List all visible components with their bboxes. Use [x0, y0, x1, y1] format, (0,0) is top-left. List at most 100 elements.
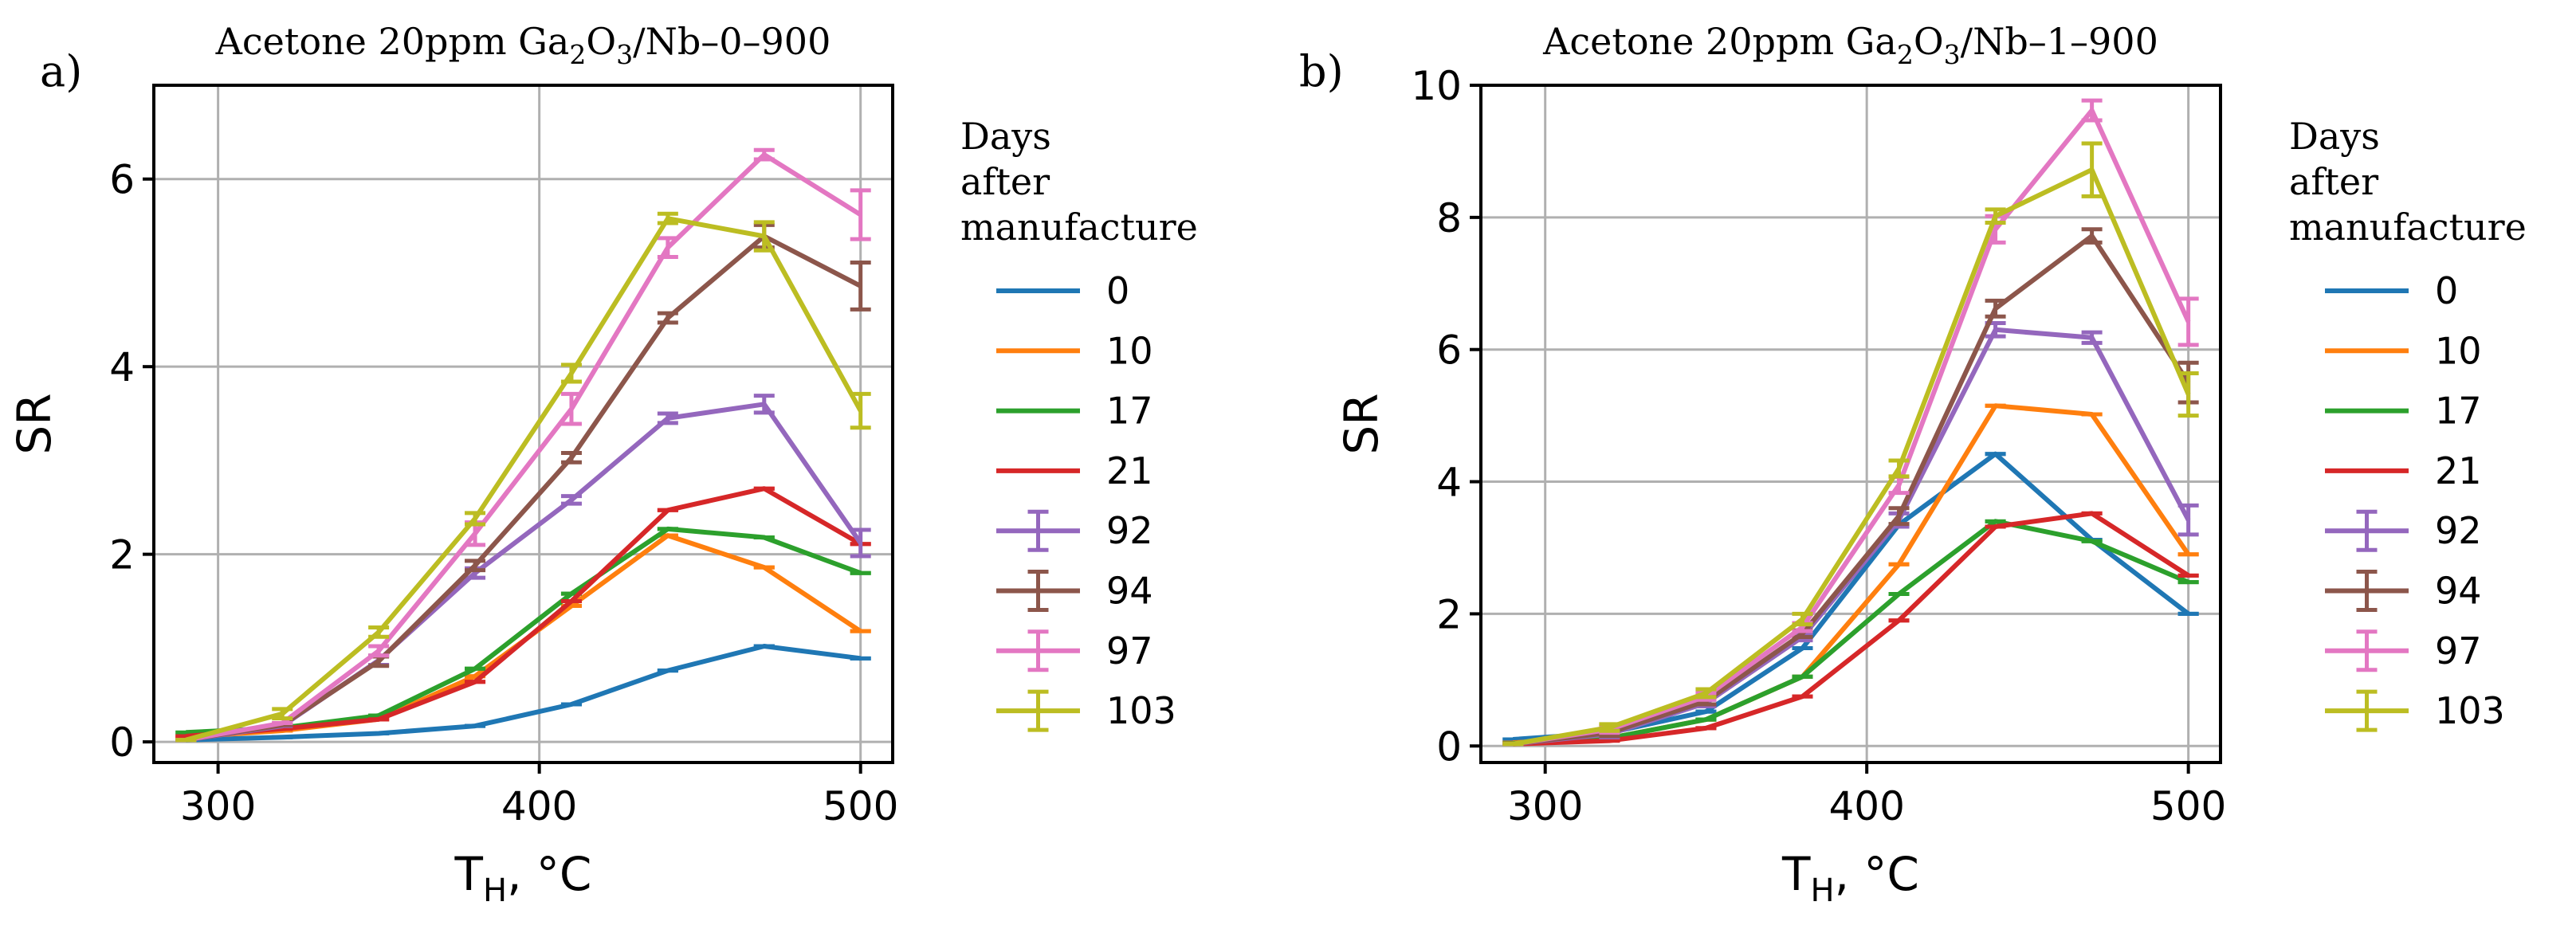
axes-frame	[152, 84, 894, 764]
legend-label: 103	[2435, 689, 2505, 732]
series-line-17	[186, 526, 862, 735]
y-axis-label: SR	[1334, 393, 1388, 454]
y-tick-label: 8	[1436, 195, 1462, 241]
panel-a: 300 400 500 0 2 4 6 TH, °C SR Acetone 20ppm Ga2O3…	[7, 20, 1198, 909]
panel-label: a)	[40, 46, 82, 96]
legend-label: 10	[2435, 329, 2482, 372]
errorbar-94	[657, 311, 678, 325]
errorbar-103	[2081, 141, 2103, 198]
series-17	[1502, 519, 2199, 746]
legend-label: 94	[2435, 570, 2482, 613]
series-line-0	[186, 644, 862, 743]
chart-title: Acetone 20ppm Ga2O3/Nb–0–900	[215, 20, 831, 70]
series-line-97	[1512, 108, 2191, 747]
legend-title: Days	[960, 115, 1051, 158]
legend-item-94: 94	[2325, 570, 2482, 613]
series-line-21	[1513, 511, 2190, 747]
errorbar-103	[1599, 722, 1620, 733]
series-17	[175, 526, 871, 735]
legend-label: 92	[2435, 509, 2482, 552]
errorbar-97	[560, 391, 582, 426]
panel-label: b)	[1299, 46, 1344, 96]
errorbar-94	[850, 261, 871, 312]
series-line-17	[1513, 519, 2189, 746]
y-tick-label: 0	[109, 719, 135, 766]
errorbar-103	[850, 391, 871, 430]
legend-item-94: 94	[996, 570, 1153, 613]
errorbar-103	[368, 625, 390, 639]
axes-frame	[1479, 84, 2222, 764]
legend-label: 92	[1106, 509, 1153, 552]
legend-label: 0	[2435, 269, 2458, 312]
legend-item-97: 97	[996, 629, 1153, 672]
legend-label: 103	[1106, 689, 1176, 732]
x-tick-label: 300	[180, 783, 256, 829]
legend-item-0: 0	[996, 269, 1129, 312]
errorbar-92	[2081, 330, 2103, 345]
legend-item-97: 97	[2325, 629, 2482, 672]
series-97	[175, 147, 871, 743]
legend-title: Days	[2289, 115, 2380, 158]
y-tick-label: 6	[1436, 327, 1462, 374]
errorbar-94	[465, 559, 486, 573]
series-group	[1502, 98, 2199, 747]
errorbar-103	[1985, 207, 2006, 225]
legend-label: 17	[2435, 390, 2482, 433]
legend-title: manufacture	[960, 206, 1198, 249]
legend-item-92: 92	[996, 509, 1153, 552]
x-tick-label: 400	[501, 783, 577, 829]
errorbar-94	[1888, 506, 1910, 527]
legend-item-21: 21	[2325, 449, 2482, 492]
errorbar-92	[560, 494, 582, 506]
series-group	[175, 147, 871, 743]
series-21	[175, 486, 871, 739]
legend-item-21: 21	[996, 449, 1153, 492]
y-tick-label: 4	[1436, 460, 1462, 506]
errorbar-103	[465, 511, 486, 527]
series-line-103	[185, 216, 863, 743]
legend-label: 10	[1106, 329, 1153, 372]
errorbar-97	[657, 236, 678, 259]
x-axis-label: TH, °C	[454, 847, 592, 909]
grid	[154, 85, 893, 763]
legend-item-17: 17	[996, 390, 1153, 433]
y-tick-label: 10	[1411, 63, 1462, 109]
errorbar-97	[2081, 98, 2103, 123]
errorbar-92	[657, 411, 678, 425]
series-10	[175, 533, 871, 740]
y-tick-label: 2	[1436, 591, 1462, 637]
y-axis: 0 2 4 6	[109, 157, 154, 766]
y-tick-label: 4	[109, 344, 135, 390]
legend-label: 0	[1106, 269, 1129, 312]
errorbar-97	[2177, 296, 2199, 347]
series-103	[175, 211, 871, 743]
y-tick-label: 6	[109, 157, 135, 203]
legend-item-10: 10	[2325, 329, 2482, 372]
legend-item-10: 10	[996, 329, 1153, 372]
legend-title: manufacture	[2289, 206, 2527, 249]
errorbar-97	[753, 147, 775, 162]
series-line-94	[185, 233, 862, 743]
errorbar-103	[1792, 611, 1813, 627]
x-tick-label: 400	[1828, 783, 1904, 829]
errorbar-103	[1695, 687, 1717, 700]
x-axis: 300 400 500	[180, 763, 898, 829]
x-tick-label: 500	[2150, 783, 2226, 829]
errorbar-94	[560, 450, 582, 465]
x-tick-label: 500	[823, 783, 898, 829]
series-0	[1502, 451, 2199, 742]
y-axis: 0 2 4 6 8 10	[1411, 63, 1481, 770]
series-0	[175, 644, 871, 743]
legend-title: after	[2289, 160, 2378, 203]
legend-label: 97	[1106, 629, 1153, 672]
y-tick-label: 0	[1436, 723, 1462, 770]
series-92	[1502, 321, 2199, 747]
legend-label: 97	[2435, 629, 2482, 672]
series-line-103	[1512, 167, 2191, 747]
y-axis-label: SR	[7, 393, 61, 454]
legend-label: 21	[1106, 449, 1153, 492]
legend-label: 17	[1106, 390, 1153, 433]
series-94	[175, 222, 871, 743]
